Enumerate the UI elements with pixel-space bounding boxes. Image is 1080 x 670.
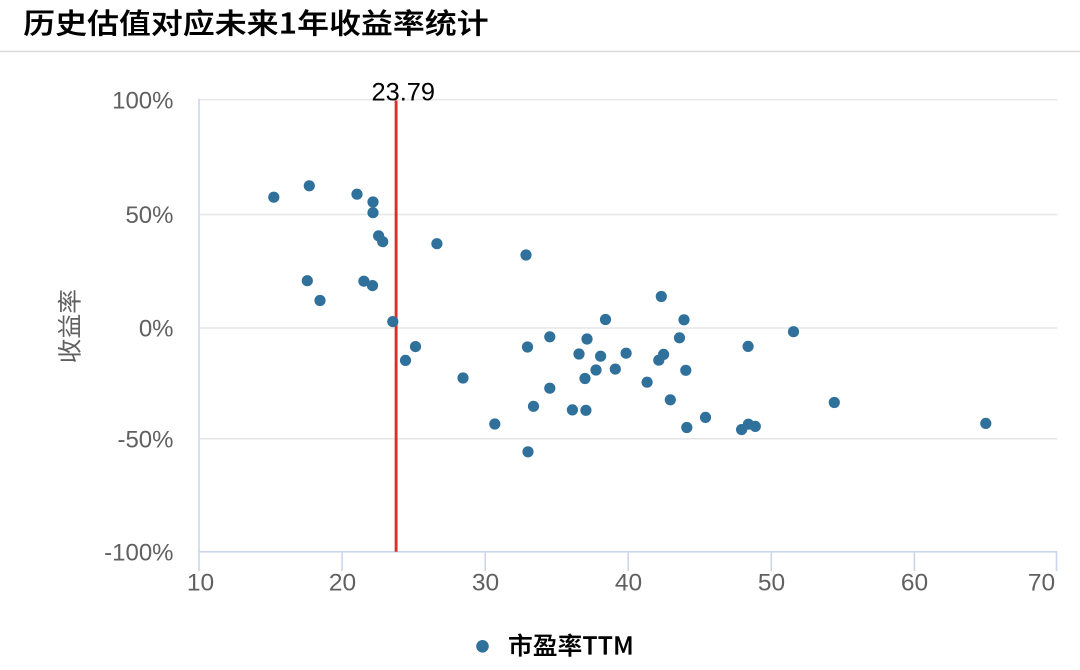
svg-text:-50%: -50% <box>117 426 173 453</box>
svg-text:60: 60 <box>901 570 928 597</box>
svg-text:0%: 0% <box>139 316 174 343</box>
svg-text:10: 10 <box>187 570 214 597</box>
svg-text:50%: 50% <box>125 202 173 229</box>
svg-text:50: 50 <box>758 570 785 597</box>
svg-text:40: 40 <box>615 570 642 597</box>
svg-text:-100%: -100% <box>104 540 173 567</box>
svg-text:23.79: 23.79 <box>372 79 436 107</box>
svg-text:20: 20 <box>329 570 356 597</box>
svg-text:30: 30 <box>472 570 499 597</box>
svg-text:100%: 100% <box>112 87 173 114</box>
svg-text:70: 70 <box>1028 570 1055 597</box>
